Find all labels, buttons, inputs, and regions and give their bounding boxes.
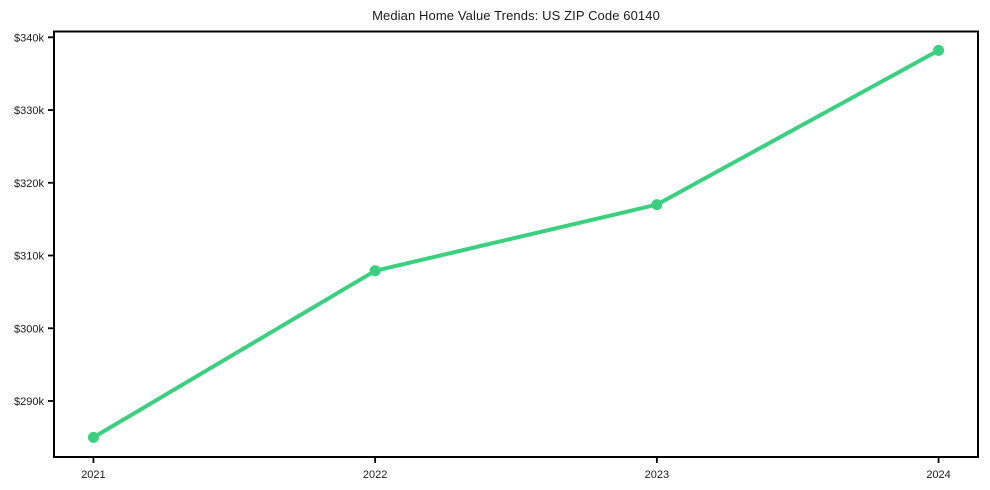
y-axis-tick-label: $330k	[14, 105, 44, 117]
trend-line	[91, 48, 941, 440]
data-point-marker-2022	[369, 265, 381, 277]
x-axis-tick-label: 2024	[926, 469, 950, 481]
x-axis-tick-label: 2021	[81, 469, 105, 481]
data-point-marker-2024	[933, 44, 945, 56]
y-axis-tick-label: $290k	[14, 396, 44, 408]
y-axis-tick-label: $320k	[14, 178, 44, 190]
x-axis-tick-label: 2022	[363, 469, 387, 481]
y-axis-tick-label: $340k	[14, 32, 44, 44]
axes-frame	[53, 30, 979, 458]
data-point-marker-2021	[87, 431, 99, 443]
y-axis-tick-label: $300k	[14, 323, 44, 335]
chart-title: Median Home Value Trends: US ZIP Code 60…	[372, 8, 660, 23]
x-axis-tick-label: 2023	[645, 469, 669, 481]
y-axis-tick-label: $310k	[14, 251, 44, 263]
data-point-marker-2023	[651, 199, 663, 211]
